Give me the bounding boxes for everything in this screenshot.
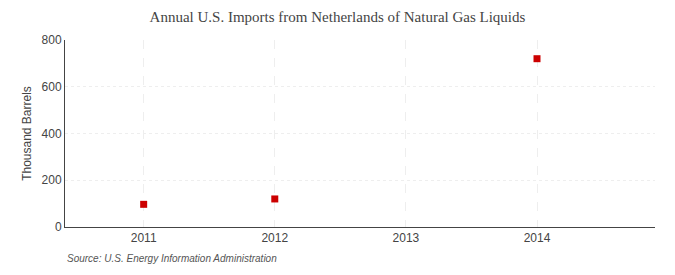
svg-text:800: 800 bbox=[42, 33, 62, 47]
svg-text:2012: 2012 bbox=[261, 231, 288, 245]
svg-text:Thousand Barrels: Thousand Barrels bbox=[20, 86, 34, 181]
svg-text:Annual U.S. Imports from Nethe: Annual U.S. Imports from Netherlands of … bbox=[150, 9, 526, 25]
svg-text:400: 400 bbox=[42, 127, 62, 141]
svg-text:2013: 2013 bbox=[393, 231, 420, 245]
svg-text:2014: 2014 bbox=[524, 231, 551, 245]
svg-text:600: 600 bbox=[42, 80, 62, 94]
svg-text:Source: U.S. Energy Informatio: Source: U.S. Energy Information Administ… bbox=[67, 253, 277, 264]
svg-text:0: 0 bbox=[55, 220, 62, 234]
svg-text:2011: 2011 bbox=[131, 231, 157, 245]
svg-text:200: 200 bbox=[42, 173, 62, 187]
